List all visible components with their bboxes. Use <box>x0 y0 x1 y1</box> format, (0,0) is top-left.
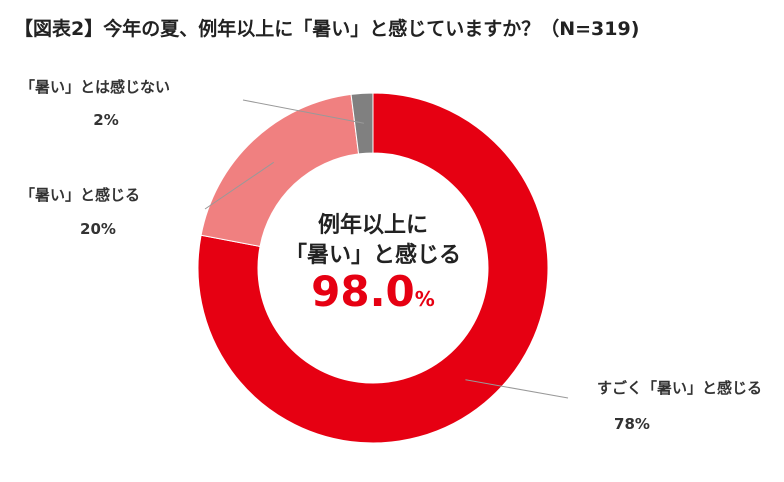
slice-category-label-3: 「暑い」とは感じない <box>20 78 170 96</box>
center-value-unit: % <box>415 287 435 311</box>
center-label-line2: 「暑い」と感じる <box>285 242 461 268</box>
center-value-number: 98.0 <box>311 267 415 316</box>
slice-value-label-3: 2% <box>93 111 118 129</box>
leader-line-3 <box>242 99 364 124</box>
leader-line-1 <box>465 379 569 399</box>
center-value: 98.0% <box>311 267 435 316</box>
leader-line-2 <box>204 161 275 210</box>
donut-slices <box>197 92 549 444</box>
slice-value-label-1: 78% <box>614 415 650 433</box>
slice-value-label-2: 20% <box>80 220 116 238</box>
slice-labels: すごく「暑い」と感じる 78% 「暑い」と感じる 20% 「暑い」とは感じない 2% <box>20 78 762 433</box>
center-label-line1: 例年以上に <box>318 212 428 238</box>
slice-category-label-1: すごく「暑い」と感じる <box>597 379 762 397</box>
donut-slice-3 <box>350 92 374 155</box>
leader-lines <box>204 99 569 399</box>
chart-title: 【図表2】今年の夏、例年以上に「暑い」と感じていますか？（N=319) <box>14 18 640 40</box>
slice-category-label-2: 「暑い」と感じる <box>20 186 140 204</box>
donut-slice-1 <box>197 92 549 444</box>
